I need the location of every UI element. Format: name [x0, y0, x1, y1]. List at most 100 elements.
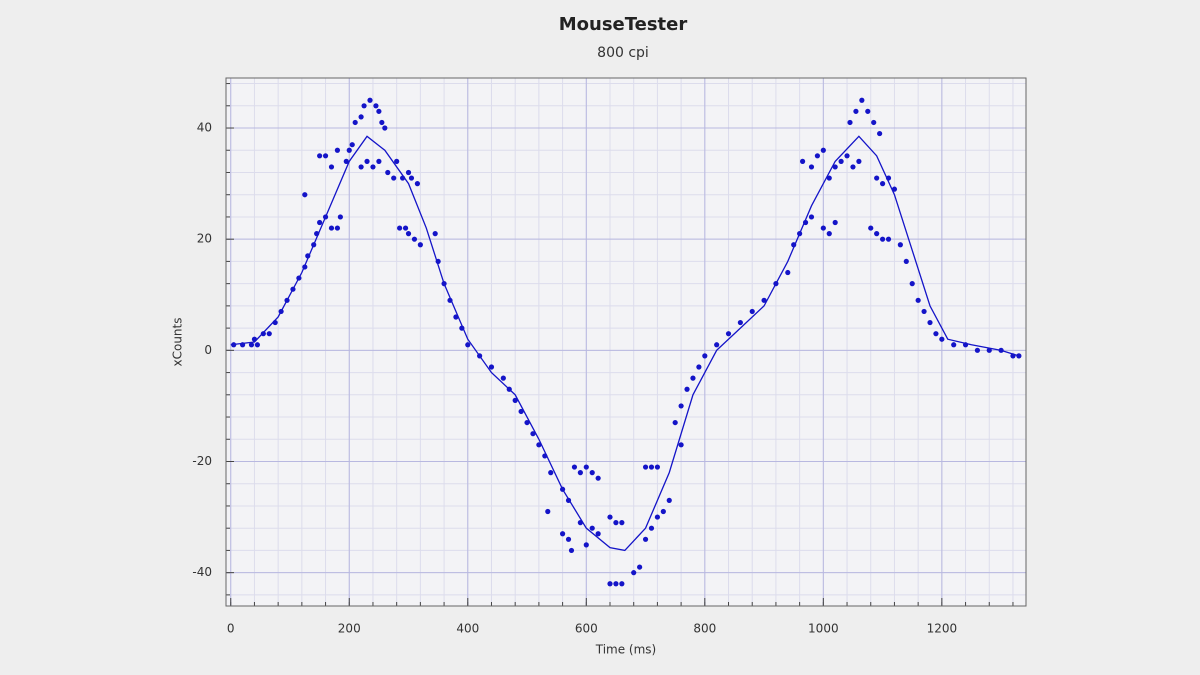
point: [847, 119, 853, 126]
point: [619, 581, 625, 587]
point: [367, 97, 373, 103]
chart-title: MouseTester: [559, 14, 688, 35]
point: [915, 297, 921, 303]
point: [361, 103, 367, 109]
point: [432, 231, 438, 237]
point: [248, 342, 255, 348]
point: [402, 225, 409, 231]
point: [642, 536, 649, 542]
y-tick-label: 40: [197, 121, 212, 135]
plot-area: [225, 77, 1027, 607]
point: [737, 319, 743, 326]
point: [844, 153, 850, 159]
point: [927, 319, 933, 326]
point: [589, 525, 595, 531]
point: [951, 342, 957, 348]
point: [322, 153, 329, 159]
point: [808, 164, 815, 170]
point: [302, 192, 308, 198]
point: [373, 103, 379, 109]
point: [672, 419, 678, 426]
point: [500, 375, 506, 381]
point: [349, 142, 355, 148]
point: [607, 514, 613, 520]
point: [613, 581, 619, 587]
point: [631, 570, 637, 576]
point: [408, 175, 415, 181]
point: [364, 158, 370, 164]
point: [879, 181, 886, 187]
point: [370, 164, 376, 170]
point: [678, 403, 684, 409]
point: [548, 470, 554, 476]
point: [334, 225, 341, 231]
point: [933, 331, 939, 337]
point: [385, 169, 391, 176]
point: [518, 408, 524, 415]
point: [749, 308, 755, 315]
point: [607, 581, 613, 587]
point: [266, 331, 272, 337]
point: [826, 231, 832, 237]
point: [583, 542, 589, 548]
point: [382, 125, 388, 131]
y-tick-label: 20: [197, 232, 212, 246]
point: [397, 225, 403, 231]
point: [260, 331, 266, 337]
point: [619, 520, 625, 526]
point: [986, 347, 992, 353]
point: [379, 119, 385, 126]
y-tick-label: -40: [192, 565, 212, 579]
point: [885, 236, 892, 242]
point: [328, 164, 335, 170]
point: [871, 119, 877, 126]
point: [702, 353, 708, 359]
point: [465, 342, 471, 348]
point: [376, 158, 382, 164]
point: [785, 269, 791, 276]
point: [334, 147, 341, 153]
x-tick-label: 400: [456, 622, 479, 636]
point: [826, 175, 832, 181]
point: [921, 308, 927, 315]
point: [814, 153, 821, 159]
point: [394, 158, 400, 164]
point: [838, 158, 844, 164]
point: [696, 364, 702, 370]
point: [376, 108, 382, 114]
x-axis-label: Time (ms): [595, 643, 657, 657]
point: [414, 181, 421, 187]
point: [850, 164, 856, 170]
x-tick-label: 200: [338, 622, 361, 636]
point: [346, 147, 352, 153]
point: [654, 464, 661, 470]
point: [583, 464, 589, 470]
point: [613, 520, 619, 526]
point: [530, 431, 536, 437]
x-tick-label: 800: [693, 622, 716, 636]
x-tick-label: 1000: [808, 622, 839, 636]
x-tick-label: 0: [227, 622, 235, 636]
point: [358, 164, 364, 170]
point: [874, 175, 880, 181]
point: [660, 508, 666, 515]
point: [595, 531, 601, 537]
point: [328, 225, 335, 231]
y-axis-label: xCounts: [171, 318, 185, 367]
point: [909, 281, 915, 287]
point: [545, 508, 551, 515]
point: [761, 297, 767, 303]
point: [488, 364, 495, 370]
point: [352, 119, 358, 126]
point: [317, 153, 323, 159]
point: [589, 470, 595, 476]
point: [903, 258, 909, 265]
point: [939, 336, 945, 342]
point: [874, 231, 880, 237]
point: [565, 536, 572, 542]
point: [853, 108, 859, 114]
point: [666, 497, 672, 503]
point: [417, 242, 423, 248]
point: [808, 214, 815, 220]
point: [714, 342, 720, 348]
